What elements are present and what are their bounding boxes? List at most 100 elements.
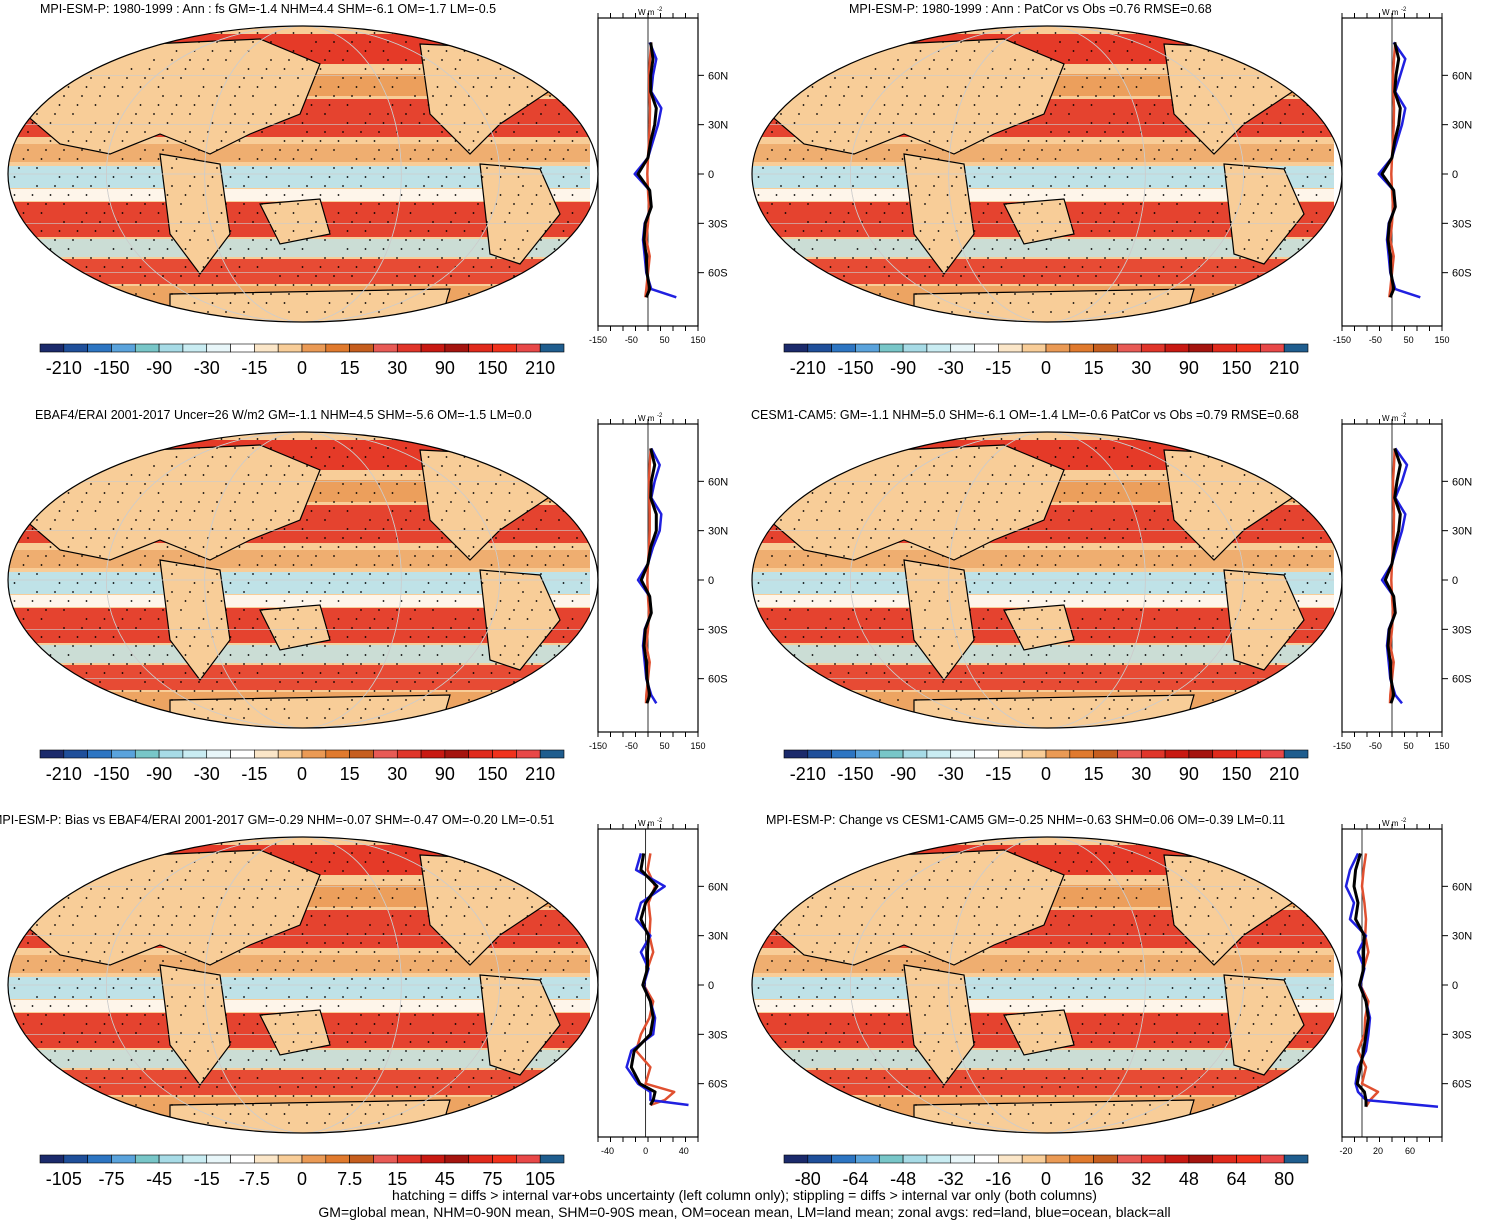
continent	[903, 964, 975, 1086]
colorbar-swatch	[325, 749, 350, 759]
continent	[1223, 163, 1305, 265]
colorbar-swatch	[1236, 1154, 1261, 1164]
colorbar-swatch	[230, 343, 255, 353]
lat-tick-label: 0	[708, 575, 714, 587]
continent	[259, 1009, 331, 1056]
colorbar-swatch	[420, 1154, 446, 1164]
colorbar-swatch	[492, 1154, 517, 1164]
units-label: W m	[638, 414, 655, 423]
lat-tick-label: 30N	[708, 931, 728, 943]
map	[751, 431, 1343, 729]
graticule	[8, 837, 590, 1133]
colorbar-swatch	[1093, 343, 1118, 353]
x-tick-label: -50	[625, 335, 638, 345]
colorbar-swatch	[1069, 1154, 1094, 1164]
flux-band	[752, 1000, 1334, 1012]
colorbar-swatch	[230, 749, 255, 759]
x-tick-label: 50	[660, 335, 670, 345]
colorbar-label: -210	[46, 764, 82, 784]
colorbar-swatch	[230, 1154, 255, 1164]
lat-tick-label: 0	[708, 980, 714, 992]
colorbar-swatch	[134, 1154, 160, 1164]
colorbar-label: 0	[1041, 1169, 1051, 1189]
colorbar-label: -7.5	[239, 1169, 270, 1189]
colorbar-label: 16	[1084, 1169, 1104, 1189]
colorbar-swatch	[855, 1154, 880, 1164]
zonal-line-all	[636, 42, 658, 298]
colorbar-swatch	[1260, 1154, 1285, 1164]
colorbar-swatch	[878, 343, 904, 353]
x-tick-label: 50	[1404, 741, 1414, 751]
x-tick-label: 50	[1404, 335, 1414, 345]
colorbar-swatch	[831, 1154, 856, 1164]
lat-tick-label: 60N	[708, 476, 728, 488]
colorbar-swatch	[87, 749, 112, 759]
colorbar-swatch	[1069, 343, 1094, 353]
lat-tick-label: 60N	[708, 70, 728, 82]
colorbar-label: -90	[890, 358, 916, 378]
x-tick-label: -50	[1369, 335, 1382, 345]
colorbar-swatch	[926, 343, 952, 353]
colorbar: -210 -150 -90 -30 -15 0 15 30 90 150 210	[783, 343, 1309, 378]
flux-band	[8, 665, 590, 690]
colorbar-swatch	[516, 343, 541, 353]
x-tick-label: 150	[1434, 335, 1449, 345]
colorbar-swatch	[468, 1154, 493, 1164]
zonal-line-land	[634, 853, 676, 1107]
colorbar-swatch	[855, 343, 880, 353]
colorbar-label: 30	[1131, 764, 1151, 784]
colorbar-label: -30	[194, 764, 220, 784]
colorbar-label: 90	[435, 358, 455, 378]
units-label: W m	[638, 819, 655, 828]
figure-panel: CESM1-CAM5: GM=-1.1 NHM=5.0 SHM=-6.1 OM=…	[744, 406, 1488, 810]
colorbar-label: -30	[938, 358, 964, 378]
x-tick-label: 20	[1373, 1146, 1383, 1156]
zonal-line-all	[1383, 447, 1402, 704]
colorbar-swatch	[950, 749, 975, 759]
units-exponent: -2	[657, 7, 663, 13]
flux-band	[752, 645, 1334, 663]
x-tick-label: -150	[1333, 335, 1351, 345]
graticule	[752, 26, 1334, 322]
continent	[169, 694, 451, 728]
colorbar-swatch	[1212, 749, 1237, 759]
flux-band	[752, 1070, 1334, 1095]
units-exponent: -2	[1401, 7, 1407, 13]
colorbar-label: -210	[790, 764, 826, 784]
lat-tick-label: 30N	[1452, 931, 1472, 943]
x-tick-label: -20	[1339, 1146, 1352, 1156]
colorbar-label: -150	[93, 764, 129, 784]
colorbar-swatch	[1283, 343, 1309, 353]
units-exponent: -2	[657, 413, 663, 419]
colorbar-swatch	[1117, 749, 1142, 759]
continent	[159, 153, 231, 275]
continent	[903, 559, 975, 681]
colorbar-swatch	[373, 1154, 398, 1164]
flux-band	[752, 595, 1334, 607]
colorbar-label: -210	[790, 358, 826, 378]
lat-tick-label: 60S	[708, 1079, 728, 1091]
colorbar-swatch	[1117, 343, 1142, 353]
continent	[159, 559, 231, 681]
continent	[479, 974, 561, 1076]
colorbar-swatch	[950, 343, 975, 353]
flux-band	[752, 259, 1334, 284]
lat-tick-label: 0	[708, 169, 714, 181]
colorbar-swatch	[783, 1154, 809, 1164]
colorbar-label: -32	[938, 1169, 964, 1189]
colorbar-swatch	[468, 749, 493, 759]
zonal-mean-plot: W m -2 60N 30N 0 30S 60S -40 0 40	[597, 818, 728, 1156]
colorbar-swatch	[444, 1154, 470, 1164]
map	[7, 25, 599, 323]
panel-title: MPI-ESM-P: Change vs CESM1-CAM5 GM=-0.25…	[766, 813, 1286, 827]
colorbar-label: 0	[297, 358, 307, 378]
colorbar-swatch	[420, 749, 446, 759]
flux-band	[8, 189, 590, 201]
graticule	[752, 432, 1334, 728]
flux-band	[752, 239, 1334, 257]
x-tick-label: -150	[1333, 741, 1351, 751]
colorbar-label: -150	[837, 358, 873, 378]
flux-band	[752, 550, 1334, 568]
